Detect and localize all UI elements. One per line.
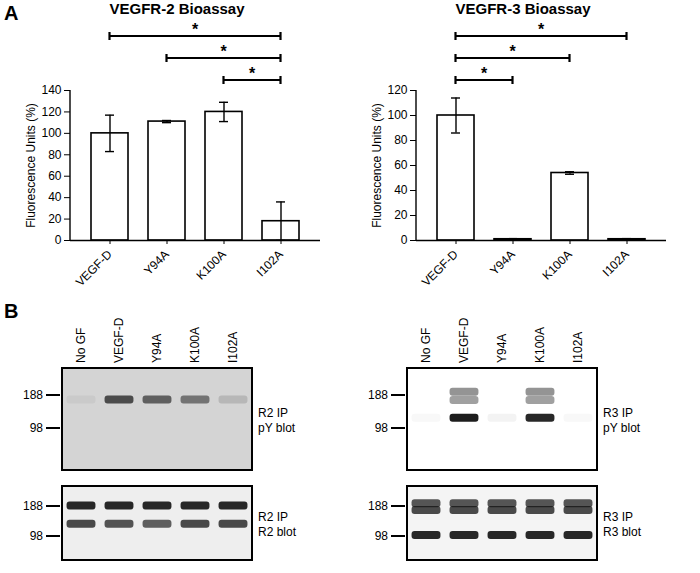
- svg-text:Fluorescence Units (%): Fluorescence Units (%): [370, 103, 384, 228]
- svg-text:60: 60: [48, 169, 62, 183]
- svg-text:VEGF-D: VEGF-D: [419, 247, 461, 289]
- svg-text:Y94A: Y94A: [150, 334, 164, 363]
- svg-text:pY blot: pY blot: [258, 421, 296, 435]
- svg-text:Y94A: Y94A: [141, 247, 172, 278]
- svg-text:80: 80: [48, 148, 62, 162]
- svg-text:I102A: I102A: [226, 332, 240, 363]
- html-text:VEGFR-3 Bioassay: VEGFR-3 Bioassay: [455, 0, 591, 17]
- svg-text:100: 100: [41, 126, 61, 140]
- svg-text:pY blot: pY blot: [603, 421, 641, 435]
- svg-text:0: 0: [401, 233, 408, 247]
- svg-text:K100A: K100A: [533, 327, 547, 363]
- svg-text:188: 188: [23, 388, 43, 402]
- svg-text:R3 IP: R3 IP: [603, 406, 633, 420]
- svg-text:*: *: [249, 65, 256, 82]
- svg-text:B: B: [4, 300, 18, 322]
- svg-text:20: 20: [394, 208, 408, 222]
- html-text:VEGFR-2 Bioassay: VEGFR-2 Bioassay: [109, 0, 245, 17]
- svg-text:188: 188: [23, 499, 43, 513]
- svg-text:98: 98: [375, 529, 389, 543]
- svg-text:K100A: K100A: [539, 247, 574, 282]
- svg-text:Fluorescence Units (%): Fluorescence Units (%): [24, 103, 38, 228]
- svg-text:98: 98: [375, 421, 389, 435]
- svg-text:40: 40: [394, 183, 408, 197]
- svg-text:R2 IP: R2 IP: [258, 406, 288, 420]
- svg-text:R2 blot: R2 blot: [258, 525, 297, 539]
- svg-text:20: 20: [48, 212, 62, 226]
- svg-text:No GF: No GF: [419, 328, 433, 363]
- svg-text:98: 98: [30, 529, 44, 543]
- svg-text:A: A: [4, 2, 18, 24]
- svg-text:120: 120: [41, 105, 61, 119]
- svg-text:K100A: K100A: [188, 327, 202, 363]
- svg-text:*: *: [220, 43, 227, 60]
- svg-text:188: 188: [368, 499, 388, 513]
- svg-text:*: *: [481, 65, 488, 82]
- svg-text:I102A: I102A: [600, 247, 632, 279]
- svg-text:0: 0: [55, 233, 62, 247]
- svg-text:100: 100: [387, 108, 407, 122]
- svg-text:I102A: I102A: [254, 247, 286, 279]
- svg-text:98: 98: [30, 421, 44, 435]
- svg-text:R2 IP: R2 IP: [258, 510, 288, 524]
- svg-text:VEGF-D: VEGF-D: [457, 317, 471, 363]
- svg-text:188: 188: [368, 388, 388, 402]
- svg-text:*: *: [192, 21, 199, 38]
- svg-text:R3 blot: R3 blot: [603, 525, 642, 539]
- svg-text:*: *: [509, 43, 516, 60]
- svg-text:K100A: K100A: [193, 247, 228, 282]
- svg-text:140: 140: [41, 83, 61, 97]
- svg-text:I102A: I102A: [571, 332, 585, 363]
- svg-text:Y94A: Y94A: [495, 334, 509, 363]
- svg-text:VEGF-D: VEGF-D: [112, 317, 126, 363]
- svg-text:*: *: [538, 21, 545, 38]
- svg-text:80: 80: [394, 133, 408, 147]
- svg-text:R3 IP: R3 IP: [603, 510, 633, 524]
- svg-text:120: 120: [387, 83, 407, 97]
- svg-text:VEGF-D: VEGF-D: [73, 247, 115, 289]
- svg-text:40: 40: [48, 190, 62, 204]
- svg-text:Y94A: Y94A: [487, 247, 518, 278]
- svg-text:No GF: No GF: [74, 328, 88, 363]
- svg-text:60: 60: [394, 158, 408, 172]
